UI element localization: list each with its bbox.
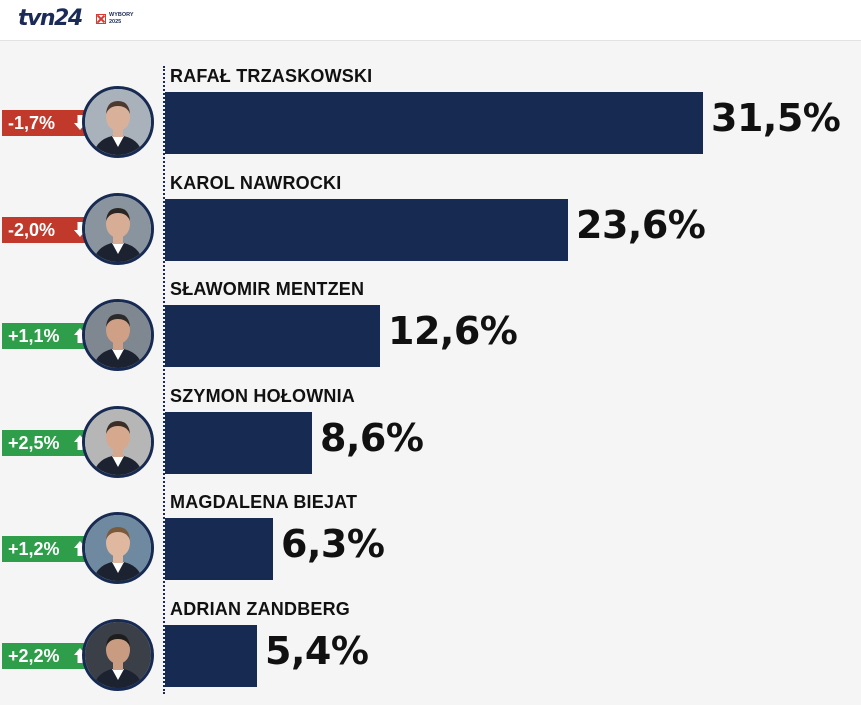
candidate-name: MAGDALENA BIEJAT: [170, 492, 358, 512]
result-value-label: 31,5%: [711, 96, 841, 140]
result-value-label: 5,4%: [265, 629, 369, 673]
result-value-label: 8,6%: [320, 416, 424, 460]
change-badge: +2,2%: [2, 643, 92, 669]
candidate-photo: [82, 86, 154, 158]
candidate-row: ADRIAN ZANDBERG 5,4% +2,2%: [0, 599, 861, 705]
candidate-row: KAROL NAWROCKI 23,6% -2,0%: [0, 173, 861, 279]
change-value: -2,0%: [8, 220, 56, 240]
change-badge: +1,2%: [2, 536, 92, 562]
candidate-photo: [82, 512, 154, 584]
change-badge: -1,7%: [2, 110, 92, 136]
change-badge: +2,5%: [2, 430, 92, 456]
result-bar: [165, 199, 568, 261]
chart-axis-line: [163, 66, 165, 694]
candidate-row: MAGDALENA BIEJAT 6,3% +1,2%: [0, 492, 861, 598]
candidate-name: SŁAWOMIR MENTZEN: [170, 279, 365, 299]
candidate-photo: [82, 299, 154, 371]
change-value: -1,7%: [8, 113, 56, 133]
change-value: +1,2%: [8, 539, 60, 559]
result-value-label: 23,6%: [576, 203, 706, 247]
change-badge: +1,1%: [2, 323, 92, 349]
candidate-name: KAROL NAWROCKI: [170, 173, 342, 193]
change-value: +1,1%: [8, 326, 60, 346]
result-value-label: 6,3%: [281, 522, 385, 566]
result-bar: [165, 92, 703, 154]
candidate-name: SZYMON HOŁOWNIA: [170, 386, 355, 406]
wybory-label: WYBORY: [109, 12, 134, 18]
ballot-check-icon: [96, 14, 106, 24]
candidate-row: SŁAWOMIR MENTZEN 12,6% +1,1%: [0, 279, 861, 385]
candidate-name: RAFAŁ TRZASKOWSKI: [170, 66, 373, 86]
result-bar: [165, 518, 273, 580]
change-value: +2,5%: [8, 433, 60, 453]
tvn24-logo[interactable]: tvn24: [18, 6, 83, 31]
candidate-photo: [82, 406, 154, 478]
year-label: 2025: [109, 19, 122, 25]
candidate-row: RAFAŁ TRZASKOWSKI 31,5% -1,7%: [0, 66, 861, 172]
result-value-label: 12,6%: [388, 309, 518, 353]
result-bar: [165, 625, 257, 687]
change-value: +2,2%: [8, 646, 60, 666]
top-bar: tvn24 WYBORY 2025: [0, 0, 861, 41]
change-badge: -2,0%: [2, 217, 92, 243]
result-bar: [165, 412, 312, 474]
candidate-photo: [82, 619, 154, 691]
candidate-photo: [82, 193, 154, 265]
candidate-name: ADRIAN ZANDBERG: [170, 599, 350, 619]
candidate-row: SZYMON HOŁOWNIA 8,6% +2,5%: [0, 386, 861, 492]
result-bar: [165, 305, 380, 367]
